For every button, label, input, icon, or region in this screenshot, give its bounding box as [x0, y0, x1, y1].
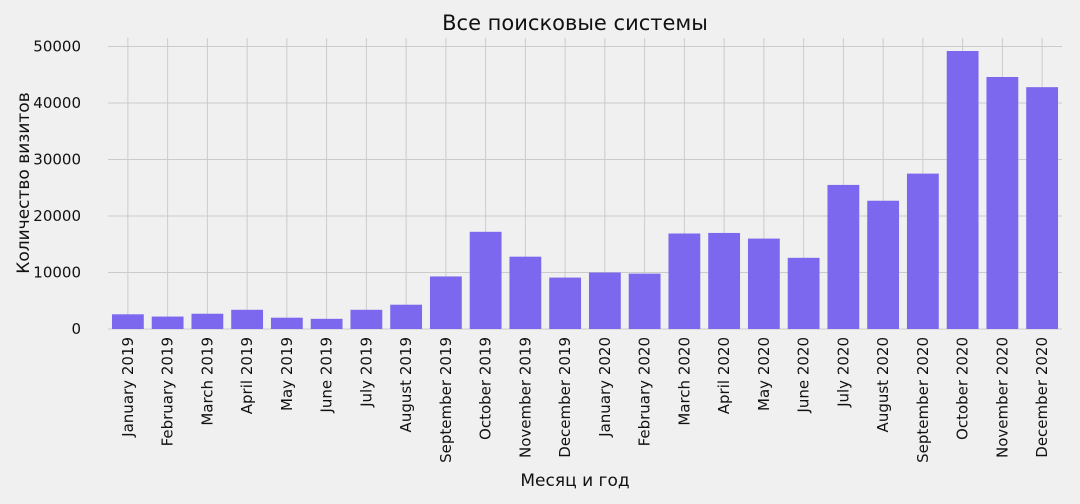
- bar: [628, 273, 661, 329]
- x-tick-label: December 2020: [1033, 337, 1051, 458]
- x-tick-label: March 2020: [675, 337, 693, 426]
- bar: [787, 257, 820, 329]
- bar: [151, 316, 184, 329]
- x-tick-label: December 2019: [556, 337, 574, 458]
- x-tick-label: January 2019: [119, 337, 137, 438]
- bar: [708, 232, 741, 329]
- x-axis-ticks: January 2019 February 2019 March 2019 April…: [119, 337, 1051, 463]
- x-tick-label: November 2019: [516, 337, 534, 458]
- bar: [867, 200, 900, 329]
- bar: [986, 76, 1019, 330]
- bar: [946, 50, 979, 329]
- x-tick-label: July 2019: [357, 337, 375, 408]
- y-tick-label: 10000: [33, 263, 81, 281]
- bar: [469, 231, 502, 329]
- bar: [310, 318, 343, 329]
- x-axis-title: Месяц и год: [520, 471, 629, 491]
- x-tick-label: August 2020: [874, 337, 892, 432]
- y-tick-label: 50000: [33, 37, 81, 55]
- chart-title: Все поисковые системы: [442, 11, 708, 35]
- bar: [827, 184, 860, 329]
- x-tick-label: October 2019: [477, 337, 495, 440]
- bar: [350, 309, 383, 329]
- x-tick-label: September 2020: [914, 337, 932, 463]
- bar: [429, 276, 462, 329]
- x-tick-label: April 2020: [715, 337, 733, 414]
- x-tick-label: February 2020: [636, 337, 654, 446]
- x-tick-label: June 2019: [318, 337, 336, 414]
- bar: [270, 317, 303, 329]
- x-tick-label: January 2020: [596, 337, 614, 438]
- bar: [191, 313, 224, 329]
- bars: [111, 50, 1059, 330]
- y-axis-ticks: 0 10000 20000 30000 40000 50000: [33, 37, 81, 338]
- x-tick-label: November 2020: [993, 337, 1011, 458]
- bar: [1026, 87, 1059, 329]
- bar: [588, 272, 621, 329]
- x-tick-label: June 2020: [795, 337, 813, 414]
- bar: [111, 314, 144, 329]
- bar: [906, 173, 939, 329]
- x-tick-label: February 2019: [159, 337, 177, 446]
- x-tick-label: September 2019: [437, 337, 455, 463]
- bar: [231, 309, 264, 329]
- x-tick-label: May 2020: [755, 337, 773, 411]
- x-tick-label: October 2020: [954, 337, 972, 440]
- bar: [549, 277, 582, 329]
- y-tick-label: 30000: [33, 150, 81, 168]
- y-tick-label: 40000: [33, 94, 81, 112]
- bar: [668, 233, 701, 329]
- bar: [509, 256, 542, 329]
- y-tick-label: 0: [71, 320, 81, 338]
- x-tick-label: March 2019: [198, 337, 216, 426]
- x-tick-label: August 2019: [397, 337, 415, 432]
- y-axis-title: Количество визитов: [14, 92, 34, 273]
- y-tick-label: 20000: [33, 207, 81, 225]
- bar: [747, 238, 780, 329]
- x-tick-label: July 2020: [834, 337, 852, 408]
- x-tick-label: April 2019: [238, 337, 256, 414]
- bar: [390, 304, 423, 329]
- x-tick-label: May 2019: [278, 337, 296, 411]
